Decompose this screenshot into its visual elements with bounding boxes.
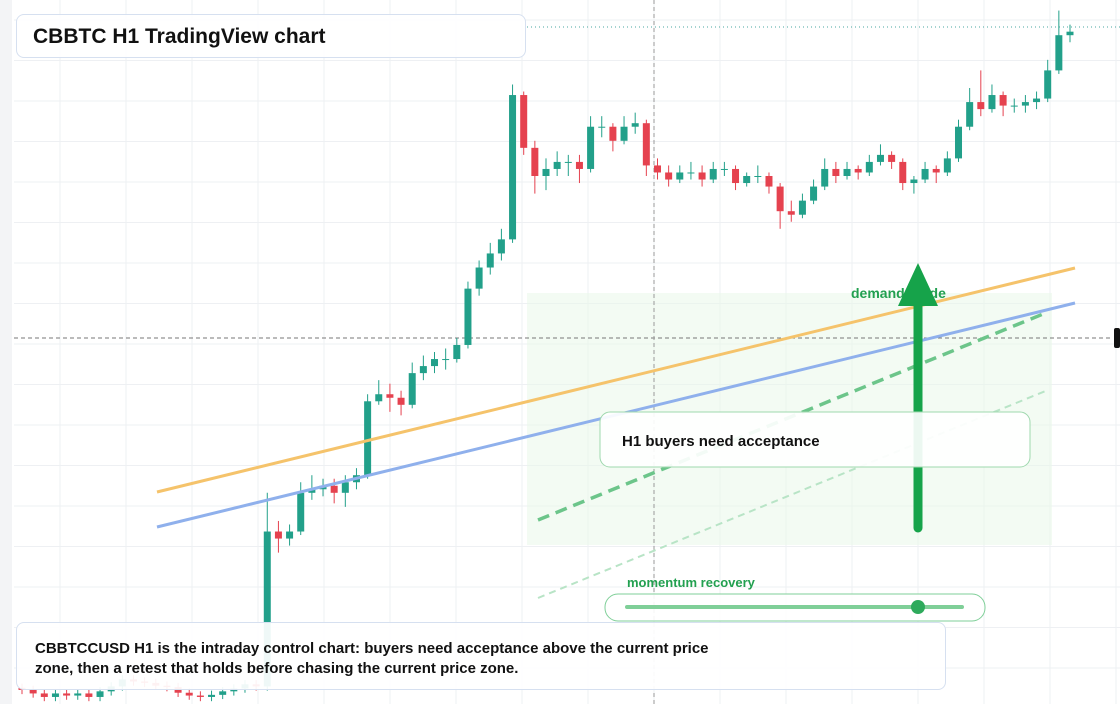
candle-body [810, 186, 818, 201]
candle-body [74, 693, 82, 696]
candle-body [754, 176, 762, 177]
candle-body [520, 95, 528, 148]
candle-body [776, 186, 784, 212]
candle-body [999, 95, 1007, 106]
momentum-knob [911, 600, 925, 614]
candle-body [865, 161, 873, 173]
candle-body [955, 126, 963, 159]
candle-body [709, 168, 717, 180]
candle-body [988, 95, 996, 110]
candle-body [676, 172, 684, 180]
candle-body [876, 154, 884, 162]
candle-body [431, 359, 439, 367]
candle-body [375, 394, 383, 402]
candle-body [720, 168, 728, 170]
candle-body [932, 168, 940, 173]
candle-body [798, 200, 806, 215]
candle-body [40, 693, 48, 697]
candle-body [542, 168, 550, 176]
candle-body [63, 693, 71, 696]
candle-body [185, 692, 193, 696]
candle-body [564, 161, 572, 163]
candle-body [531, 147, 539, 176]
candle-body [765, 176, 773, 187]
candle-body [943, 158, 951, 173]
candle-body [966, 102, 974, 127]
candle-body [743, 176, 751, 184]
momentum-label: momentum recovery [627, 575, 756, 590]
candle-body [386, 394, 394, 398]
candles [18, 10, 1074, 702]
candle-body [464, 288, 472, 345]
candle-body [475, 267, 483, 289]
candle-body [442, 359, 450, 361]
candle-body [843, 168, 851, 176]
candle-body [587, 126, 595, 169]
candle-body [1010, 105, 1018, 107]
candle-body [509, 95, 517, 240]
demand-arrow-head [898, 263, 938, 306]
candle-body [821, 168, 829, 187]
caption: CBBTCCUSD H1 is the intraday control cha… [35, 640, 709, 677]
candle-body [631, 123, 639, 127]
candle-body [575, 161, 583, 169]
candle-body [787, 211, 795, 215]
candle-body [854, 168, 862, 173]
candle-body [698, 172, 706, 180]
candle-body [642, 123, 650, 166]
caption-box: CBBTCCUSD H1 is the intraday control cha… [16, 622, 946, 690]
candle-body [286, 531, 294, 539]
title-box: CBBTC H1 TradingView chart [16, 14, 526, 58]
candle-body [96, 691, 104, 697]
candle-body [196, 695, 204, 697]
candle-body [297, 492, 305, 532]
left-strip [0, 0, 12, 704]
candle-body [419, 366, 427, 374]
candle-body [910, 179, 918, 184]
candle-body [453, 344, 461, 360]
candle-body [921, 168, 929, 180]
chart-title: CBBTC H1 TradingView chart [33, 25, 326, 48]
candle-body [1033, 98, 1041, 103]
candle-body [51, 693, 59, 697]
candle-body [1055, 35, 1063, 71]
candle-body [85, 693, 93, 697]
candle-body [397, 397, 405, 405]
candle-body [208, 694, 216, 697]
candle-body [732, 168, 740, 184]
candle-body [665, 172, 673, 180]
acceptance-label: H1 buyers need acceptance [622, 433, 820, 450]
candle-body [609, 126, 617, 141]
candle-body [598, 126, 606, 128]
candle-body [364, 401, 372, 476]
candle-body [219, 691, 227, 695]
crosshair-marker [1114, 328, 1120, 348]
candle-body [553, 161, 561, 169]
candle-body [977, 102, 985, 110]
candle-body [308, 489, 316, 493]
acceptance-box [599, 411, 1031, 468]
candle-body [620, 126, 628, 141]
candle-body [29, 689, 37, 694]
candle-body [497, 239, 505, 254]
candle-body [330, 485, 338, 493]
candle-body [263, 531, 271, 687]
candle-body [899, 161, 907, 184]
candle-body [687, 172, 695, 174]
candle-body [274, 531, 282, 539]
candle-body [888, 154, 896, 162]
candle-body [408, 373, 416, 405]
candle-body [1021, 102, 1029, 106]
candle-body [1066, 31, 1074, 36]
candle-body [341, 482, 349, 493]
candle-body [653, 165, 661, 173]
candle-body [486, 253, 494, 268]
candle-body [832, 168, 840, 176]
candle-body [1044, 70, 1052, 99]
